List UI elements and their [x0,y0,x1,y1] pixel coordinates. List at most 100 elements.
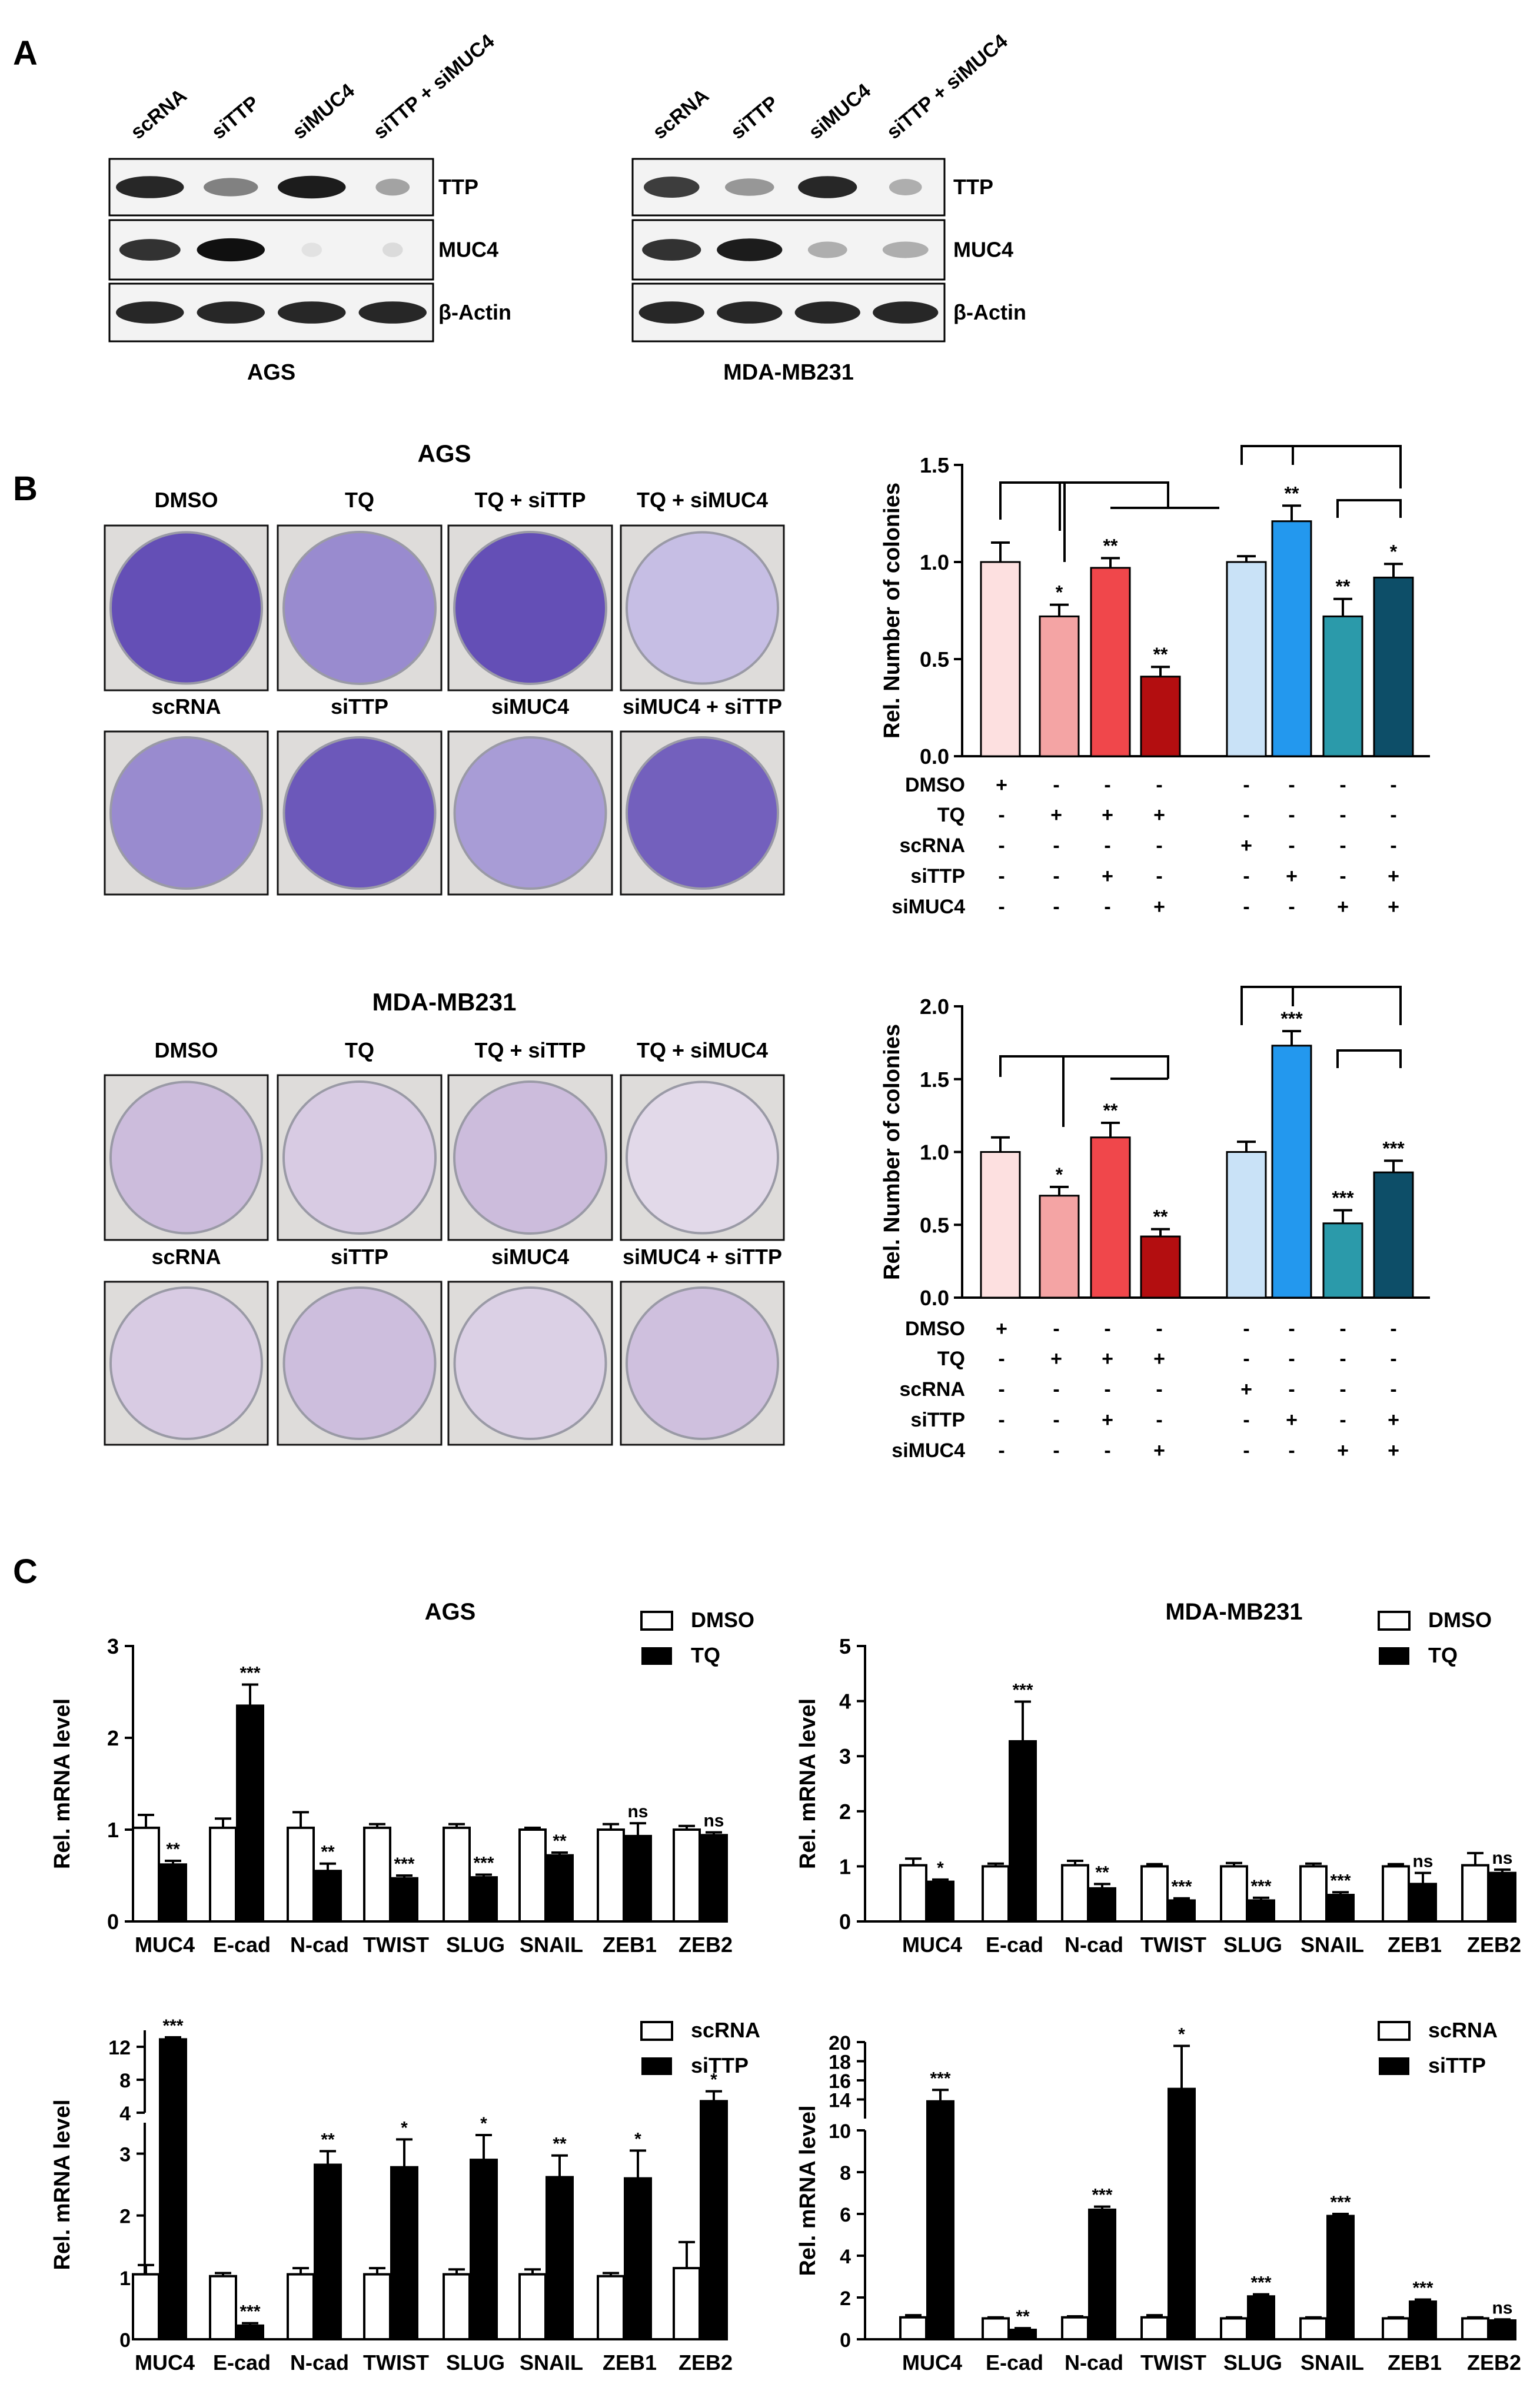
bar [1247,1899,1275,1923]
bar [926,2100,954,2340]
bar [287,1826,315,1923]
y-tick-label: 1 [107,1818,119,1842]
treatment-mark: - [1053,834,1059,857]
y-tick-label: 2 [107,1726,119,1750]
colony-dish [282,736,437,890]
comparison-bracket [1336,499,1402,518]
y-tick-label: 1.0 [920,550,949,574]
bar [518,1828,547,1923]
chart-title: MDA-MB231 [1165,1599,1302,1625]
legend-swatch-filled [1379,2057,1409,2075]
bar [1488,1871,1516,1923]
bar [1271,520,1312,757]
bar [1322,1222,1363,1299]
treatment-mark: - [998,804,1005,826]
x-category-label: SNAIL [520,2350,583,2375]
bar [1299,2317,1328,2340]
colony-label: DMSO [155,488,218,512]
colony-dish [109,1286,263,1440]
treatment-mark: - [1243,1439,1249,1462]
blot-band [638,301,704,324]
y-tick-label: 0 [119,2329,131,2352]
blot-band [119,239,181,261]
treatment-mark: - [1156,834,1162,857]
colony-label: TQ [345,488,374,512]
significance-label: *** [1012,1681,1033,1700]
blot-cell-line: MDA-MB231 [723,360,854,385]
bar [926,1880,954,1923]
treatment-mark: - [1156,865,1162,887]
blot-lane-label: siMUC4 [804,79,875,144]
treatment-mark: + [1337,1439,1349,1462]
bar [1322,615,1363,757]
treatment-mark: - [1104,1378,1110,1401]
treatment-mark: - [1104,774,1110,796]
y-axis-label: Rel. Number of colonies [880,483,904,739]
bar [1461,2317,1489,2340]
y-tick-label: 0 [839,1910,851,1934]
bar [1226,1151,1267,1299]
colony-dish [453,531,607,685]
bar [1168,2087,1196,2340]
blot-band [204,178,258,197]
significance-label: *** [240,1664,260,1683]
treatment-row-label: TQ [937,804,965,826]
y-tick-label: 2 [840,2287,851,2310]
treatment-mark: - [1104,834,1110,857]
legend-swatch-filled [641,1647,672,1665]
blot-cell-line: AGS [247,360,295,385]
treatment-mark: + [1153,1348,1165,1370]
treatment-mark: - [1104,1439,1110,1462]
blot-band [882,241,929,258]
bar [1140,676,1181,757]
treatment-mark: - [1156,1378,1162,1401]
treatment-mark: - [1339,1378,1346,1401]
blot-band [278,301,346,324]
x-category-label: N-cad [1065,2350,1123,2375]
y-tick-label: 4 [840,2246,851,2268]
bar [1039,1195,1080,1299]
bar [1090,1136,1131,1299]
blot-lane-label: scRNA [648,84,713,144]
y-tick-label: 2 [119,2206,131,2228]
bar [132,1826,160,1923]
treatment-mark: + [1153,804,1165,826]
significance-label: * [1390,541,1398,562]
significance-label: *** [1382,1138,1405,1159]
significance-label: ** [1095,1863,1109,1882]
treatment-mark: + [1240,834,1252,857]
x-category-label: ZEB2 [678,1933,733,1957]
bar [1088,2208,1116,2340]
treatment-mark: - [1390,774,1396,796]
significance-label: *** [473,1853,494,1873]
blot-band-label: MUC4 [438,238,498,262]
treatment-mark: - [1339,1318,1346,1340]
bar [1382,2317,1410,2340]
y-tick-label: 1 [119,2267,131,2290]
y-tick-label: 2.0 [920,995,949,1019]
treatment-mark: - [998,865,1005,887]
y-axis-label: Rel. Number of colonies [880,1024,904,1280]
colony-dish [453,736,607,890]
significance-label: * [937,1858,944,1878]
y-tick-label: 2 [839,1800,851,1824]
bar [1326,2215,1355,2341]
blot-lane-label: siTTP + siMUC4 [883,30,1012,144]
significance-label: *** [1330,2193,1351,2212]
treatment-mark: + [1286,865,1298,887]
significance-label: *** [1280,1008,1303,1029]
bar [899,2316,927,2341]
bar [1299,1865,1328,1923]
treatment-mark: - [1053,896,1059,918]
significance-label: *** [1171,1877,1192,1897]
treatment-mark: - [1053,1318,1059,1340]
treatment-mark: - [1243,1348,1249,1370]
legend-label: TQ [691,1643,720,1667]
treatment-mark: + [1286,1409,1298,1431]
colony-label: siMUC4 + siTTP [623,694,782,719]
blot-band [116,176,184,198]
y-tick-label: 14 [829,2090,851,2112]
blot-band [717,238,783,261]
bar [1220,1865,1248,1923]
treatment-mark: - [1053,865,1059,887]
